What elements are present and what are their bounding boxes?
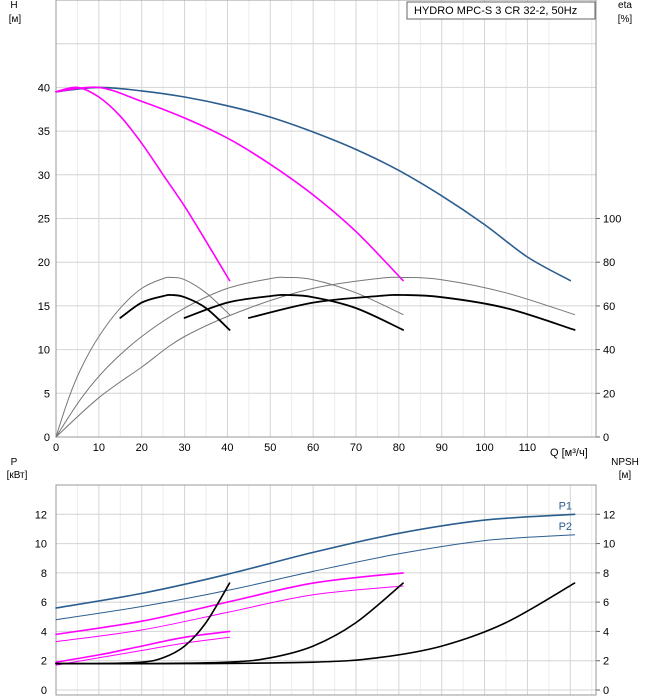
y-axis-unit-p: [кВт] [7, 470, 28, 481]
eta-duty-curve-two-pumps [183, 294, 404, 331]
x-tick-label: 100 [475, 442, 493, 454]
eta-curve-one-pump [55, 276, 231, 438]
p1-curve-two-pumps [55, 572, 404, 636]
x-tick-label: 60 [307, 442, 319, 454]
legend-box: HYDRO MPC-S 3 CR 32-2, 50Hz [406, 1, 596, 20]
x-tick-label: 40 [221, 442, 233, 454]
p2-curve-one-pump [55, 636, 231, 666]
y2-tick-label: 0 [603, 432, 609, 444]
chart-title: HYDRO MPC-S 3 CR 32-2, 50Hz [414, 5, 577, 17]
eta-duty-curve-one-pump [119, 294, 231, 331]
x-tick-label: 80 [393, 442, 405, 454]
y-tick-label: 12 [35, 509, 47, 521]
x-tick-label: 10 [93, 442, 105, 454]
y2-tick-label: 4 [603, 626, 609, 638]
head-efficiency-chart: 0 10 20 30 40 50 60 70 80 90 100 110 0 5 10 15 20 25 30 35 4… [9, 0, 633, 459]
y-tick-label: 5 [44, 388, 50, 400]
x-tick-label: 70 [350, 442, 362, 454]
npsh-curve-two-pumps [55, 582, 404, 665]
p2-curve-two-pumps [55, 585, 404, 643]
y-tick-label: 20 [38, 257, 50, 269]
eta-curve-two-pumps [55, 276, 404, 438]
y-axis-unit-h: [м] [9, 14, 22, 25]
y-tick-label: 35 [38, 126, 50, 138]
series-label-p2: P2 [559, 521, 572, 533]
eta-duty-curve-three-pumps [248, 294, 576, 331]
y2-axis-unit-npsh: [м] [619, 470, 632, 481]
y2-axis-label-eta: eta [618, 0, 632, 11]
y2-tick-label: 80 [603, 257, 615, 269]
x-tick-label: 0 [53, 442, 59, 454]
y-tick-label: 6 [41, 597, 47, 609]
x-axis-label-q: Q [м³/ч] [550, 447, 588, 459]
head-curve-one-pump [55, 86, 231, 282]
y-tick-label: 2 [41, 656, 47, 668]
head-curve-two-pumps [55, 86, 404, 282]
y2-tick-label: 100 [603, 214, 621, 226]
y2-tick-label: 60 [603, 301, 615, 313]
y2-tick-label: 0 [603, 685, 609, 697]
series-label-p1: P1 [559, 500, 572, 512]
upper-series [55, 86, 576, 438]
y2-tick-label: 12 [603, 509, 615, 521]
power-npsh-chart: P1 P2 0 2 4 6 8 10 12 0 2 4 6 8 10 12 P [кВт] NPSH [м] [7, 457, 639, 697]
x-tick-label: 20 [136, 442, 148, 454]
p1-curve-one-pump [55, 630, 231, 663]
y-tick-label: 30 [38, 170, 50, 182]
y2-axis-label-npsh: NPSH [611, 457, 639, 468]
y-axis-label-p: P [11, 457, 18, 468]
head-curve-all-pumps [55, 86, 572, 282]
y2-tick-label: 2 [603, 656, 609, 668]
y2-axis-unit-eta: [%] [618, 14, 633, 25]
x-tick-label: 30 [178, 442, 190, 454]
y-tick-label: 10 [38, 345, 50, 357]
npsh-curve-three-pumps [55, 582, 576, 665]
y2-tick-label: 6 [603, 597, 609, 609]
y-tick-label: 10 [35, 539, 47, 551]
lower-series: P1 P2 [55, 500, 576, 666]
y2-tick-label: 10 [603, 539, 615, 551]
lower-plot-frame [55, 484, 597, 696]
y-tick-label: 8 [41, 568, 47, 580]
upper-tick-labels: 0 10 20 30 40 50 60 70 80 90 100 110 0 5 10 15 20 25 30 35 4… [38, 82, 622, 454]
x-tick-label: 50 [264, 442, 276, 454]
y-tick-label: 4 [41, 626, 47, 638]
lower-tick-labels: 0 2 4 6 8 10 12 0 2 4 6 8 10 12 [35, 509, 616, 697]
y2-tick-label: 20 [603, 388, 615, 400]
y-tick-label: 0 [41, 685, 47, 697]
y-tick-label: 25 [38, 214, 50, 226]
y-tick-label: 0 [44, 432, 50, 444]
x-tick-label: 110 [519, 442, 537, 454]
p2-curve-all-pumps [55, 534, 576, 621]
y2-tick-label: 8 [603, 568, 609, 580]
y-axis-label-h: H [10, 0, 17, 11]
p1-curve-all-pumps [55, 513, 576, 609]
y2-tick-label: 40 [603, 345, 615, 357]
x-tick-label: 90 [436, 442, 448, 454]
y-tick-label: 15 [38, 301, 50, 313]
y-tick-label: 40 [38, 82, 50, 94]
upper-grid [55, 0, 596, 438]
eta-curve-three-pumps [55, 276, 576, 438]
